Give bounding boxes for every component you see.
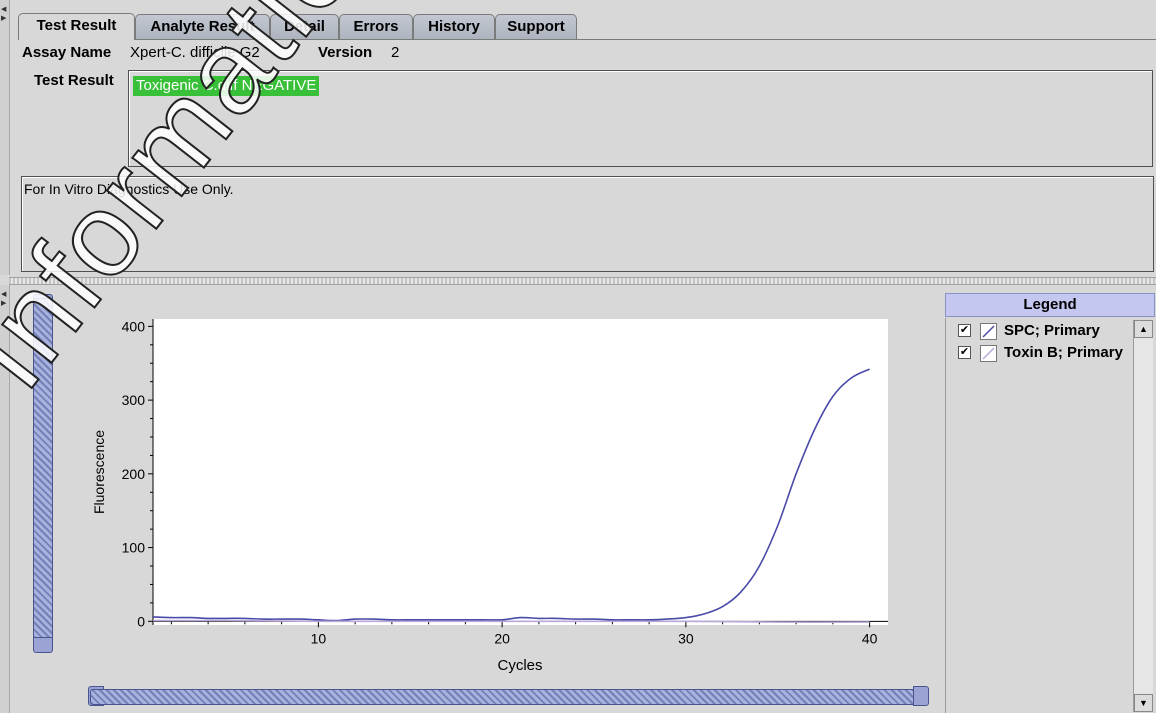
series-line-toxin-b: [152, 619, 870, 623]
version-label: Version: [318, 44, 373, 61]
chart-hscroll-right-cap[interactable]: [913, 686, 929, 706]
tab-divider: [18, 39, 1156, 40]
fluorescence-chart: 0 100 200 300 400 10 20 30 40 Cycles Fluorescenc…: [91, 318, 888, 674]
legend-label-toxin-b: Toxin B; Primary: [1004, 344, 1123, 361]
tab-errors[interactable]: Errors: [339, 14, 413, 39]
legend-scroll-up-icon[interactable]: ▲: [1134, 320, 1153, 338]
y-tick-label: 100: [122, 540, 146, 556]
plot-area: [153, 319, 888, 625]
y-axis-title: Fluorescence: [91, 430, 107, 514]
legend-checkbox-toxin-b[interactable]: ✔: [958, 346, 971, 359]
y-tick-label: 400: [122, 318, 146, 334]
legend-scrollbar[interactable]: ▲ ▼: [1133, 320, 1153, 712]
notice-text: For In Vitro Diagnostics Use Only.: [24, 181, 234, 197]
test-result-value: Toxigenic C.diff NEGATIVE: [133, 76, 320, 96]
series-line-spc: [152, 368, 870, 622]
version-value: 2: [391, 44, 400, 61]
tab-support[interactable]: Support: [495, 14, 577, 39]
x-tick-label: 40: [862, 630, 878, 646]
bottom-splitter-handle[interactable]: ◀ ▶: [0, 285, 10, 713]
x-tick-label: 10: [311, 630, 327, 646]
y-tick-label: 0: [137, 613, 145, 629]
assay-name-value: Xpert-C. difficile G2: [130, 44, 260, 61]
tab-analyte-result[interactable]: Analyte Result: [135, 14, 270, 39]
tab-history[interactable]: History: [413, 14, 495, 39]
legend-swatch-toxin-b: [980, 345, 997, 362]
x-tick-label: 20: [494, 630, 510, 646]
notice-box: For In Vitro Diagnostics Use Only.: [21, 176, 1154, 272]
y-tick-label: 200: [122, 466, 146, 482]
tab-test-result[interactable]: Test Result: [18, 13, 135, 40]
pane-splitter[interactable]: [9, 277, 1156, 285]
tab-detail[interactable]: Detail: [270, 14, 339, 39]
chart-hscroll-thumb[interactable]: [90, 689, 926, 705]
legend-swatch-spc: [980, 323, 997, 340]
assay-name-label: Assay Name: [22, 44, 112, 61]
legend-scroll-down-icon[interactable]: ▼: [1134, 694, 1153, 712]
legend-panel: ✔ SPC; Primary ✔ Toxin B; Primary: [945, 318, 1155, 713]
test-result-label: Test Result: [34, 72, 114, 89]
x-axis-title: Cycles: [497, 657, 542, 674]
top-splitter-handle[interactable]: ◀ ▶: [0, 0, 10, 275]
y-tick-label: 300: [122, 392, 146, 408]
legend-checkbox-spc[interactable]: ✔: [958, 324, 971, 337]
chart-series: [152, 368, 870, 623]
legend-label-spc: SPC; Primary: [1004, 322, 1100, 339]
legend-title: Legend: [945, 293, 1155, 317]
chart-vscroll-bottom-cap[interactable]: [33, 637, 53, 653]
x-tick-label: 30: [678, 630, 694, 646]
